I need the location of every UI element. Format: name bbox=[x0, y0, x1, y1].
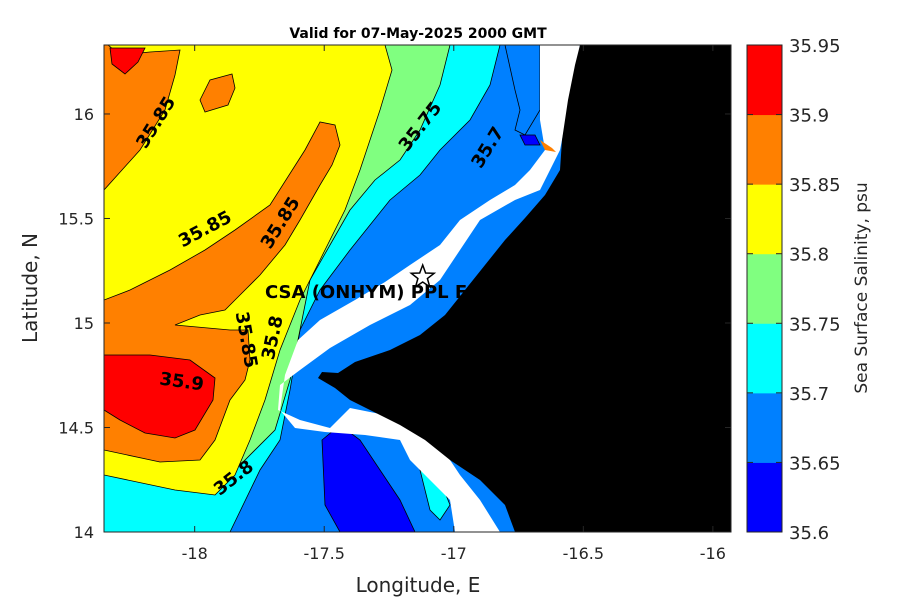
colorbar: 35.6 35.65 35.7 35.75 35.8 35.85 35.9 35.95 bbox=[746, 36, 841, 544]
plot-frame bbox=[103, 44, 732, 533]
colorbar-swatch bbox=[747, 253, 782, 324]
y-axis-label: Latitude, N bbox=[18, 233, 42, 343]
colorbar-tick-label: 35.9 bbox=[789, 106, 829, 127]
land-mass bbox=[318, 45, 731, 532]
star-icon bbox=[409, 262, 437, 289]
y-tick-label: 15 bbox=[74, 314, 94, 333]
salinity-band-35.90-35.95-north bbox=[109, 47, 146, 75]
y-tick-label: 16 bbox=[74, 105, 94, 124]
x-tick-label: -16.5 bbox=[563, 544, 604, 563]
salinity-band-35.85-35.90-islet bbox=[199, 73, 236, 113]
colorbar-tick-label: 35.75 bbox=[789, 314, 841, 335]
y-tick-label: 14 bbox=[74, 523, 94, 542]
colorbar-swatch bbox=[747, 114, 782, 185]
station-marker: CSA (ONHYM) PPL EP bbox=[265, 262, 480, 303]
salinity-band-35.60-35.65-north bbox=[519, 134, 541, 146]
colorbar-tick-label: 35.8 bbox=[789, 245, 829, 266]
colorbar-title: Sea Surface Salinity, psu bbox=[852, 182, 872, 393]
colorbar-tick-label: 35.85 bbox=[789, 175, 841, 196]
no-data-mask bbox=[278, 45, 580, 532]
y-tick-label: 15.5 bbox=[58, 209, 94, 228]
colorbar-swatch bbox=[747, 184, 782, 255]
colorbar-tick-label: 35.6 bbox=[789, 523, 829, 544]
colorbar-tick-label: 35.95 bbox=[789, 36, 841, 57]
y-tick-label: 14.5 bbox=[58, 418, 94, 437]
colorbar-tick-label: 35.65 bbox=[789, 453, 841, 474]
x-tick-label: -17.5 bbox=[304, 544, 345, 563]
x-tick-label: -17 bbox=[441, 544, 467, 563]
colorbar-frame bbox=[746, 44, 783, 533]
colorbar-swatch bbox=[747, 462, 782, 533]
colorbar-swatch bbox=[747, 392, 782, 463]
plot-area bbox=[104, 45, 731, 532]
colorbar-swatch bbox=[747, 45, 782, 116]
y-axis: 14 14.5 15 15.5 16 bbox=[58, 105, 731, 542]
x-axis-label: Longitude, E bbox=[356, 573, 481, 597]
map-title: Valid for 07-May-2025 2000 GMT bbox=[289, 26, 547, 42]
salinity-coastal-sliver bbox=[540, 140, 556, 152]
x-tick-label: -18 bbox=[182, 544, 208, 563]
station-label: CSA (ONHYM) PPL EP bbox=[265, 282, 480, 303]
x-axis: -18 -17.5 -17 -16.5 -16 bbox=[182, 45, 726, 563]
salinity-band-35.90-35.95-south bbox=[104, 354, 216, 439]
colorbar-tick-label: 35.7 bbox=[789, 384, 829, 405]
colorbar-swatch bbox=[747, 323, 782, 394]
x-tick-label: -16 bbox=[700, 544, 726, 563]
